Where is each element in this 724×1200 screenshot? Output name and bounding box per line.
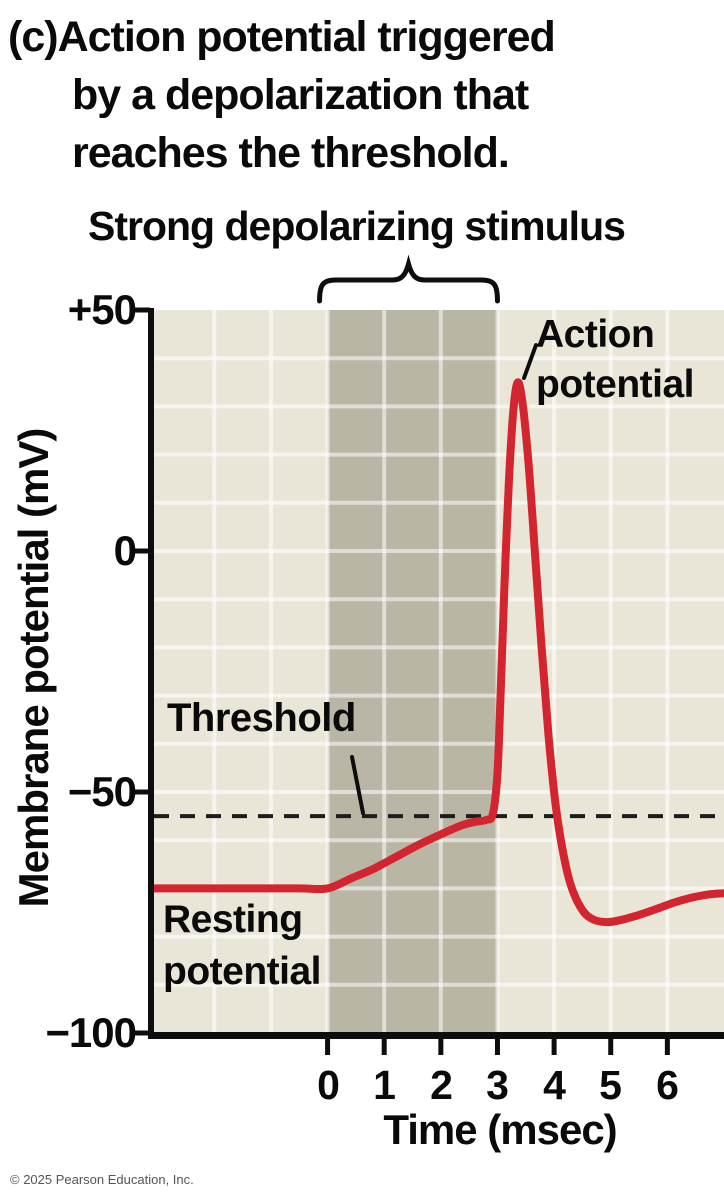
y-tick-minus100: −100 (45, 1009, 137, 1056)
membrane-potential-curve (148, 378, 724, 927)
x-tick-3: 3 (486, 1062, 509, 1108)
title-line-1: Action potential triggered (57, 13, 556, 61)
x-tick-2: 2 (430, 1062, 453, 1108)
x-tick-0: 0 (317, 1062, 340, 1108)
threshold-annotation: Threshold (167, 696, 356, 740)
x-axis-label: Time (msec) (383, 1106, 617, 1153)
stimulus-heading: Strong depolarizing stimulus (88, 203, 626, 249)
title-line-3: reaches the threshold. (72, 129, 510, 177)
action-potential-annotation: Action potential (536, 313, 695, 406)
threshold-pointer-line (350, 755, 365, 815)
y-axis-line (148, 308, 154, 1037)
y-tick-plus50: +50 (67, 286, 137, 333)
x-tick-1: 1 (373, 1062, 396, 1108)
action-potential-pointer-line (522, 343, 538, 380)
x-tick-4: 4 (543, 1062, 566, 1108)
y-tick-zero: 0 (113, 527, 137, 574)
x-tick-5: 5 (599, 1062, 622, 1108)
panel-letter: (c) (8, 13, 59, 61)
title-line-2: by a depolarization that (72, 71, 529, 119)
copyright-notice: © 2025 Pearson Education, Inc. (10, 1172, 194, 1187)
x-axis-line (148, 1032, 724, 1039)
figure-title: (c) Action potential triggered by a depo… (8, 8, 720, 182)
stimulus-brace (317, 254, 500, 304)
y-axis-label: Membrane potential (mV) (10, 428, 57, 908)
y-tick-minus50: −50 (67, 768, 137, 815)
stimulus-band (327, 310, 498, 1033)
resting-potential-annotation: Resting potential (163, 898, 322, 993)
x-tick-6: 6 (656, 1062, 679, 1108)
